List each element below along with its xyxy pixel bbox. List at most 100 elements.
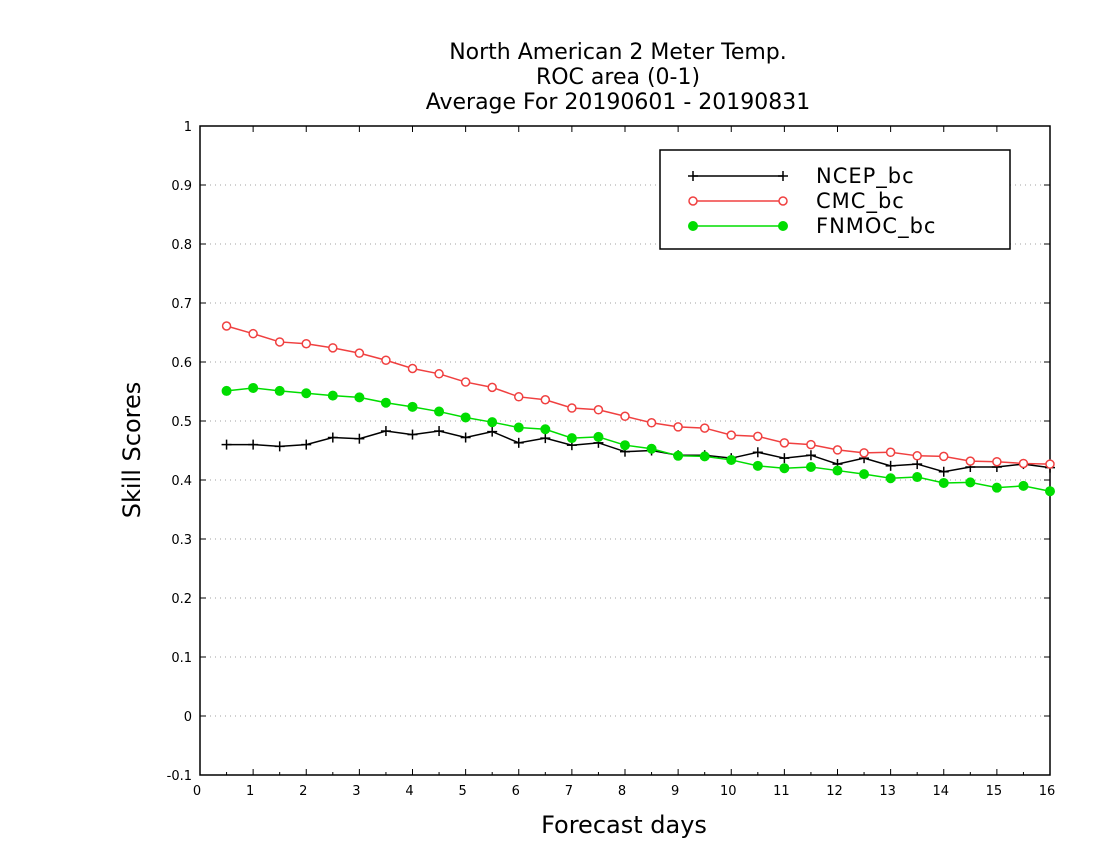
point-fnmoc-bc-marker xyxy=(248,382,259,393)
point-fnmoc-bc-marker xyxy=(301,388,312,399)
y-tick-label: 0.2 xyxy=(171,592,192,607)
x-axis-ticks: 0 1 2 3 4 5 6 7 8 9 10 11 12 13 14 15 16 xyxy=(193,126,1055,799)
point-fnmoc-bc-marker xyxy=(832,465,843,476)
point-ncep-bc-marker xyxy=(513,437,524,448)
point-ncep-bc-marker xyxy=(912,459,923,470)
point-ncep-bc-marker xyxy=(380,426,391,437)
point-fnmoc-bc-marker xyxy=(752,460,763,471)
point-fnmoc-bc-marker xyxy=(620,440,630,451)
point-cmc-bc-marker xyxy=(593,405,604,415)
point-ncep-bc-marker xyxy=(487,426,498,437)
series-line-fnmoc-bc xyxy=(226,387,1051,492)
point-cmc-bc-marker xyxy=(540,395,551,405)
point-fnmoc-bc-marker xyxy=(699,451,710,462)
chart-title-line: Average For 20190601 - 20190831 xyxy=(426,90,811,115)
x-tick-label: 2 xyxy=(299,784,307,799)
x-tick-label: 5 xyxy=(458,784,466,799)
y-tick-label: 0 xyxy=(184,710,192,725)
point-fnmoc-bc-marker xyxy=(434,406,445,417)
point-fnmoc-bc-marker xyxy=(991,482,1002,493)
point-fnmoc-bc-marker xyxy=(407,401,418,412)
chart-title: North American 2 Meter Temp.ROC area (0-… xyxy=(426,40,811,115)
legend-ncep-bc-marker xyxy=(688,171,698,181)
point-ncep-bc-marker xyxy=(407,429,418,440)
y-tick-label: 0.8 xyxy=(171,238,192,253)
point-ncep-bc-marker xyxy=(221,439,232,450)
point-fnmoc-bc-marker xyxy=(593,431,604,442)
legend-item-ncep-bc: NCEP_bc xyxy=(688,164,915,189)
legend-cmc-bc-marker xyxy=(688,196,698,206)
point-fnmoc-bc-marker xyxy=(487,417,498,428)
point-ncep-bc-marker xyxy=(779,453,790,464)
point-fnmoc-bc-marker xyxy=(885,473,896,484)
y-tick-label: 0.9 xyxy=(171,179,192,194)
y-tick-label: 0.1 xyxy=(171,651,192,666)
point-ncep-bc-marker xyxy=(354,433,365,444)
x-tick-label: 16 xyxy=(1039,784,1056,799)
point-fnmoc-bc-marker xyxy=(274,385,285,396)
x-tick-label: 12 xyxy=(826,784,843,799)
point-ncep-bc-marker xyxy=(301,439,312,450)
point-fnmoc-bc-marker xyxy=(912,472,923,483)
legend-label: FNMOC_bc xyxy=(816,214,936,239)
x-tick-label: 15 xyxy=(986,784,1003,799)
point-cmc-bc-marker xyxy=(673,422,683,432)
point-cmc-bc-marker xyxy=(699,423,710,433)
x-tick-label: 10 xyxy=(720,784,737,799)
y-axis-label: Skill Scores xyxy=(118,382,146,519)
y-tick-label: 0.3 xyxy=(171,533,192,548)
legend-label: NCEP_bc xyxy=(816,164,915,189)
point-cmc-bc-marker xyxy=(248,328,258,339)
point-fnmoc-bc-marker xyxy=(380,397,391,408)
point-fnmoc-bc-marker xyxy=(938,477,949,488)
point-cmc-bc-marker xyxy=(753,431,763,442)
point-cmc-bc-marker xyxy=(328,343,338,353)
point-cmc-bc-marker xyxy=(965,456,976,466)
y-tick-label: 1 xyxy=(184,120,192,135)
x-axis-label: Forecast days xyxy=(541,811,707,839)
point-ncep-bc-marker xyxy=(540,433,551,444)
point-cmc-bc-marker xyxy=(301,338,311,349)
legend-cmc-bc-marker xyxy=(778,196,788,206)
point-cmc-bc-marker xyxy=(885,447,896,458)
point-ncep-bc-marker xyxy=(434,426,445,437)
x-tick-label: 13 xyxy=(879,784,896,799)
x-tick-label: 8 xyxy=(618,784,626,799)
legend-box xyxy=(659,149,1011,250)
point-cmc-bc-marker xyxy=(460,377,471,387)
point-fnmoc-bc-marker xyxy=(1045,486,1055,497)
point-cmc-bc-marker xyxy=(992,456,1002,467)
point-ncep-bc-marker xyxy=(805,450,816,461)
series-fnmoc-bc xyxy=(221,382,1055,497)
point-ncep-bc-marker xyxy=(327,432,338,443)
point-cmc-bc-marker xyxy=(407,363,418,374)
legend-item-cmc-bc: CMC_bc xyxy=(688,189,905,214)
legend-ncep-bc-marker xyxy=(778,171,788,181)
point-cmc-bc-marker xyxy=(487,382,497,393)
point-cmc-bc-marker xyxy=(434,369,444,379)
x-tick-label: 9 xyxy=(671,784,679,799)
x-tick-label: 1 xyxy=(246,784,254,799)
legend-fnmoc-bc-marker xyxy=(778,221,788,231)
legend-fnmoc-bc-marker xyxy=(688,221,698,231)
point-fnmoc-bc-marker xyxy=(859,469,870,480)
point-ncep-bc-marker xyxy=(460,432,471,443)
x-tick-label: 11 xyxy=(773,784,790,799)
series-cmc-bc xyxy=(221,321,1055,469)
point-cmc-bc-marker xyxy=(646,418,657,428)
legend-label: CMC_bc xyxy=(816,189,905,214)
point-cmc-bc-marker xyxy=(274,337,285,347)
point-cmc-bc-marker xyxy=(567,403,577,413)
x-tick-label: 4 xyxy=(405,784,413,799)
point-ncep-bc-marker xyxy=(752,447,763,458)
point-cmc-bc-marker xyxy=(620,411,630,422)
point-ncep-bc-marker xyxy=(885,460,896,471)
point-fnmoc-bc-marker xyxy=(726,454,737,465)
point-fnmoc-bc-marker xyxy=(327,390,338,401)
y-tick-label: -0.1 xyxy=(167,769,192,784)
point-cmc-bc-marker xyxy=(381,355,391,365)
point-cmc-bc-marker xyxy=(1018,458,1029,469)
point-fnmoc-bc-marker xyxy=(965,477,976,488)
legend-item-fnmoc-bc: FNMOC_bc xyxy=(688,214,936,239)
